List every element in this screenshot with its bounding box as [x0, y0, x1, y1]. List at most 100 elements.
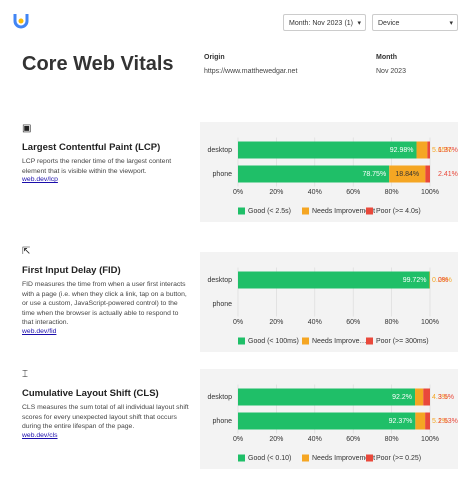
section-description: LCP reports the render time of the large…	[22, 158, 172, 175]
bar-segment	[389, 165, 426, 183]
x-tick-label: 80%	[385, 189, 399, 196]
x-tick-label: 100%	[421, 436, 439, 443]
bar-segment	[425, 165, 430, 183]
bar-segment	[423, 388, 430, 406]
data-label: 78.75%	[362, 171, 386, 178]
data-label: 5.1%	[432, 418, 448, 425]
x-tick-label: 60%	[346, 319, 360, 326]
legend-label: Good (< 0.10)	[248, 455, 291, 462]
device-filter[interactable]: Device ▾	[372, 14, 458, 31]
x-tick-label: 0%	[233, 319, 243, 326]
bar-segment	[416, 141, 428, 159]
y-tick-label: phone	[213, 171, 233, 178]
bar-segment	[238, 388, 416, 406]
bar-segment	[238, 165, 390, 183]
data-label: 3.5%	[438, 394, 454, 401]
legend-swatch	[366, 207, 373, 215]
bar-segment	[429, 271, 430, 289]
doc-link[interactable]: web.dev/lcp	[22, 176, 58, 184]
logo	[13, 14, 29, 29]
bar-segment	[415, 412, 426, 430]
cls-section: ⌶ Cumulative Layout Shift (CLS) CLS measur…	[22, 369, 190, 439]
dropdown-arrow: ▾	[357, 20, 361, 27]
data-label: 92.37%	[389, 418, 413, 425]
report-title: Core Web Vitals	[22, 53, 174, 75]
x-tick-label: 20%	[269, 319, 283, 326]
device-filter-label: Device	[378, 20, 400, 27]
x-tick-label: 100%	[421, 189, 439, 196]
x-tick-label: 20%	[269, 189, 283, 196]
y-tick-label: desktop	[207, 394, 232, 401]
data-label: 0%	[438, 277, 448, 284]
x-tick-label: 60%	[346, 189, 360, 196]
bar-segment	[238, 271, 430, 289]
x-tick-label: 0%	[233, 436, 243, 443]
data-label: 18.84%	[395, 171, 419, 178]
bar-segment	[427, 141, 430, 159]
data-label: 0.28%	[432, 277, 452, 284]
data-label: 1.37%	[438, 147, 458, 154]
legend-label: Good (< 100ms)	[248, 338, 299, 345]
legend-label: Good (< 2.5s)	[248, 208, 291, 215]
data-label: 5.65%	[432, 147, 452, 154]
legend-label: Needs Improvement	[312, 455, 375, 462]
fid-section: ⇱ First Input Delay (FID) FID measures the…	[22, 246, 190, 335]
y-tick-label: desktop	[207, 277, 232, 284]
month-value: Nov 2023	[376, 68, 406, 75]
origin-value: https://www.matthewedgar.net	[204, 68, 298, 75]
section-description: CLS measures the sum total of all indivi…	[22, 404, 189, 431]
bar-segment	[238, 141, 417, 159]
data-label: 2.41%	[438, 171, 458, 178]
cls-chart: 0% 20% 40% 60% 80% 100% desktop 92.2% 4.3%3.5% ph…	[200, 369, 458, 469]
section-icon: ⇱	[22, 246, 31, 257]
y-tick-label: phone	[213, 301, 233, 308]
legend-swatch	[302, 207, 309, 215]
legend-label: Needs Improve…	[312, 338, 366, 345]
section-title: First Input Delay (FID)	[22, 265, 121, 276]
month-label: Month	[376, 54, 397, 61]
legend-swatch	[238, 337, 245, 345]
x-tick-label: 40%	[308, 436, 322, 443]
origin-label: Origin	[204, 54, 225, 61]
section-title: Cumulative Layout Shift (CLS)	[22, 388, 159, 399]
bar-segment	[238, 412, 416, 430]
x-tick-label: 20%	[269, 436, 283, 443]
month-filter-label: Month:	[289, 20, 311, 27]
month-filter[interactable]: Month: Nov 2023 (1) ▾	[283, 14, 366, 31]
x-tick-label: 80%	[385, 319, 399, 326]
data-label: 92.98%	[390, 147, 414, 154]
x-tick-label: 80%	[385, 436, 399, 443]
legend-swatch	[302, 337, 309, 345]
x-tick-label: 40%	[308, 319, 322, 326]
x-tick-label: 0%	[233, 189, 243, 196]
doc-link[interactable]: web.dev/cls	[22, 431, 58, 439]
section-description: FID measures the time from when a user f…	[22, 281, 187, 327]
x-tick-label: 40%	[308, 189, 322, 196]
data-label: 4.3%	[432, 394, 448, 401]
legend-label: Poor (>= 0.25)	[376, 455, 421, 462]
legend-swatch	[366, 454, 373, 462]
dropdown-arrow: ▾	[449, 20, 453, 27]
section-icon: ▣	[22, 123, 32, 134]
data-label: 99.72%	[403, 277, 427, 284]
x-tick-label: 60%	[346, 436, 360, 443]
y-tick-label: desktop	[207, 147, 232, 154]
legend-label: Poor (>= 4.0s)	[376, 208, 421, 215]
month-filter-count: (1)	[344, 20, 353, 27]
bar-segment	[425, 412, 430, 430]
lcp-section: ▣ Largest Contentful Paint (LCP) LCP repor…	[22, 123, 190, 183]
section-icon: ⌶	[22, 369, 28, 380]
doc-link[interactable]: web.dev/fid	[22, 327, 57, 335]
data-label: 2.53%	[438, 418, 458, 425]
legend-label: Poor (>= 300ms)	[376, 338, 429, 345]
section-title: Largest Contentful Paint (LCP)	[22, 142, 161, 153]
x-tick-label: 100%	[421, 319, 439, 326]
lcp-chart: 0% 20% 40% 60% 80% 100% desktop 92.98% 5.65%1.37…	[200, 122, 458, 222]
legend-swatch	[302, 454, 309, 462]
data-label: 92.2%	[392, 394, 412, 401]
legend-swatch	[238, 454, 245, 462]
y-tick-label: phone	[213, 418, 233, 425]
month-filter-value: Nov 2023	[312, 20, 343, 27]
fid-chart: 0% 20% 40% 60% 80% 100%desktop 99.72% 0.28%0%ph…	[200, 252, 458, 352]
